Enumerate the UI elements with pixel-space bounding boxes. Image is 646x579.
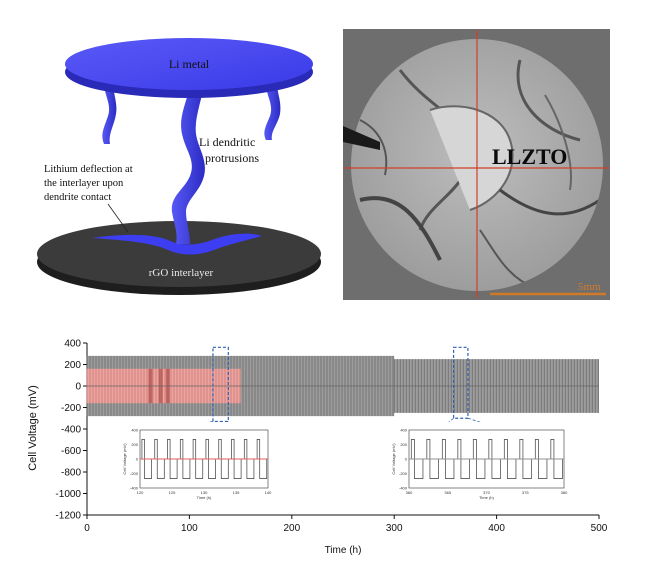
- inset-y-tick-label: -200: [130, 471, 139, 476]
- inset-x-tick-label: 140: [265, 490, 272, 495]
- inset-y-tick-label: 0: [136, 457, 139, 462]
- inset-y-tick-label: 200: [400, 442, 407, 447]
- deflection-label-line1: Lithium deflection at: [44, 164, 133, 175]
- y-tick-label: 0: [75, 382, 81, 393]
- li-metal-disk: [65, 38, 313, 98]
- inset-x-tick-label: 365: [444, 490, 451, 495]
- inset-y-tick-label: 200: [131, 442, 138, 447]
- x-tick-label: 300: [386, 523, 403, 534]
- pellet-crack-texture: [359, 59, 601, 291]
- y-tick-label: -400: [61, 425, 81, 436]
- llzto-label: LLZTO: [492, 144, 567, 169]
- voltage-chart: Cell Voltage (mV) Time (h) 400 200 0 -200 -4…: [27, 339, 608, 557]
- dendrite-label-line1: Li dendritic: [199, 135, 255, 149]
- y-tick-label: 400: [64, 339, 81, 350]
- probe-tip: [343, 126, 380, 150]
- llzto-photo-panel: LLZTO 5mm: [343, 29, 610, 300]
- inset-y-tick-label: 0: [405, 457, 408, 462]
- inset-x-tick-label: 375: [522, 490, 529, 495]
- inset-x-tick-label: 120: [137, 490, 144, 495]
- inset-background: [387, 422, 572, 510]
- inset-x-tick-label: 360: [406, 490, 413, 495]
- lithium-deflection-shape: [92, 233, 262, 255]
- inset-y-tick-label: -200: [399, 471, 408, 476]
- inset-y-tick-label: 400: [400, 428, 407, 433]
- x-tick-label: 0: [84, 523, 90, 534]
- highlight-box: [212, 346, 229, 423]
- x-tick-label: 100: [181, 523, 198, 534]
- inset-y-tick-label: -400: [130, 486, 139, 491]
- li-metal-label: Li metal: [169, 57, 210, 71]
- inset-x-tick-label: 380: [561, 490, 568, 495]
- main-dendrite: [171, 84, 205, 244]
- inset-x-tick-label: 135: [233, 490, 240, 495]
- x-tick-label: 500: [591, 523, 608, 534]
- inset-x-axis-label: Time (h): [479, 495, 494, 500]
- y-tick-label: -600: [61, 446, 81, 457]
- deflection-pointer-line: [107, 203, 129, 233]
- inset-x-tick-label: 370: [483, 490, 490, 495]
- dendrite-label-line2: protrusions: [205, 151, 259, 165]
- inset-x-tick-label: 130: [201, 490, 208, 495]
- right-dendrite: [264, 84, 281, 140]
- schematic-panel: Li metal Li dendritic protrusions Lithiu…: [37, 38, 321, 295]
- y-tick-label: -200: [61, 403, 81, 414]
- x-axis-label: Time (h): [325, 545, 362, 556]
- y-tick-label: -1200: [55, 511, 81, 522]
- inset-y-axis-label: Cell Voltage (mV): [122, 443, 127, 475]
- scale-bar-label: 5mm: [578, 281, 601, 293]
- inset-x-tick-label: 125: [169, 490, 176, 495]
- deflection-label-line3: dendrite contact: [44, 192, 111, 203]
- y-tick-label: -800: [61, 468, 81, 479]
- y-tick-label: 200: [64, 360, 81, 371]
- inset-y-tick-label: -400: [399, 486, 408, 491]
- y-axis-label: Cell Voltage (mV): [27, 385, 39, 471]
- inset-y-axis-label: Cell Voltage (mV): [391, 443, 396, 475]
- x-tick-label: 200: [283, 523, 300, 534]
- y-tick-label: -1000: [55, 489, 81, 500]
- deflection-label-line2: the interlayer upon: [44, 178, 124, 189]
- left-dendrite: [102, 82, 117, 144]
- inset-x-axis-label: Time (h): [197, 495, 212, 500]
- rgo-interlayer-label: rGO interlayer: [149, 267, 214, 279]
- highlight-box: [452, 346, 469, 419]
- inset-y-tick-label: 400: [131, 428, 138, 433]
- x-tick-label: 400: [488, 523, 505, 534]
